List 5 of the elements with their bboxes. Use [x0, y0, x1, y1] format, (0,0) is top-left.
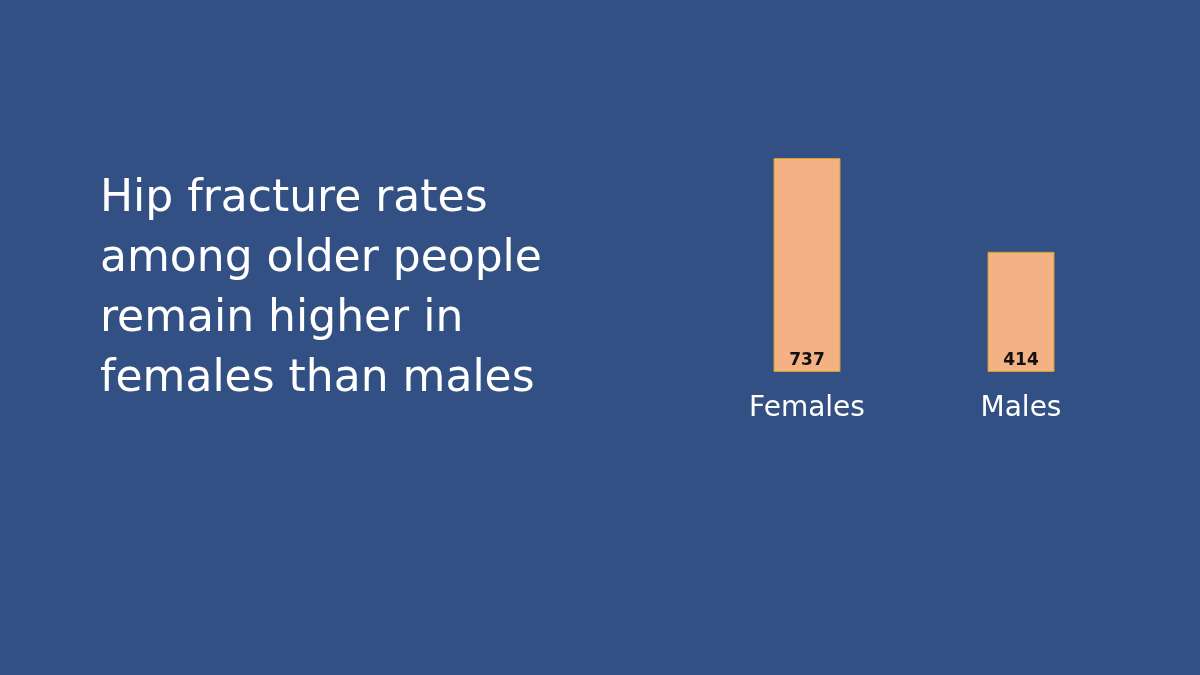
data-label: 737	[789, 348, 825, 369]
x-tick-label: Males	[980, 389, 1062, 423]
text: Hip fracture rates among older people remain higher in females than males	[100, 169, 556, 401]
x-tick-label: Females	[749, 389, 865, 423]
data-label: 414	[1003, 348, 1039, 369]
